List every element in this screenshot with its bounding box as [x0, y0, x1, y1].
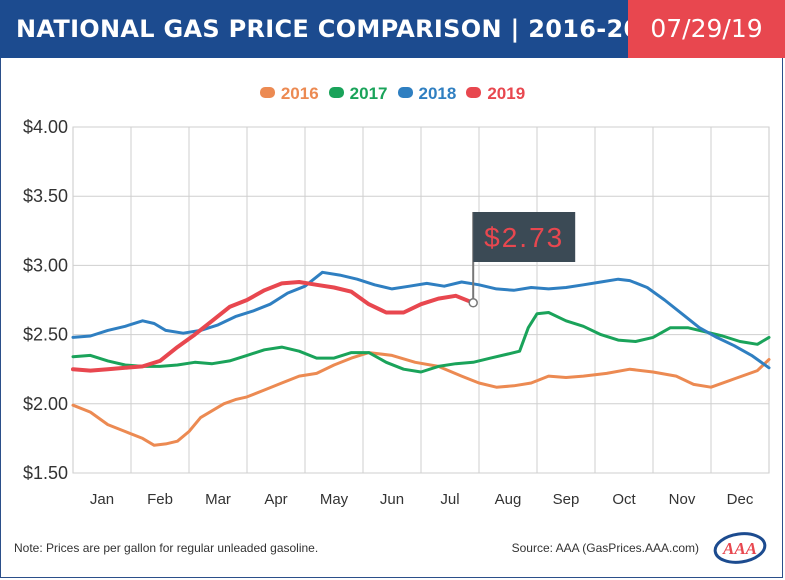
x-tick-label: Apr [264, 491, 287, 508]
y-tick-label: $3.00 [23, 255, 68, 275]
legend-swatch-2018 [397, 87, 413, 98]
series-line-2019 [71, 280, 476, 373]
x-tick-label: Sep [553, 491, 580, 508]
series-line-2017 [71, 311, 771, 374]
x-tick-label: Jun [380, 491, 404, 508]
x-tick-label: May [320, 491, 349, 508]
series-line-2018 [71, 270, 771, 370]
x-tick-label: Nov [669, 491, 696, 508]
aaa-logo: AAA [713, 532, 767, 564]
date-badge: 07/29/19 [628, 0, 785, 58]
legend-label-2019: 2019 [487, 84, 526, 103]
legend: 2016 2017 2018 2019 [0, 84, 785, 110]
legend-label-2016: 2016 [280, 84, 319, 103]
legend-swatch-2019 [466, 87, 482, 98]
annotation-flag [473, 212, 576, 262]
legend-item-2017: 2017 [328, 84, 388, 104]
x-tick-label: Jul [440, 491, 459, 508]
chart-title: NATIONAL GAS PRICE COMPARISON | 2016-201… [0, 0, 628, 58]
x-tick-label: Mar [205, 491, 231, 508]
y-tick-label: $4.00 [23, 117, 68, 137]
legend-swatch-2017 [328, 87, 344, 98]
y-tick-label: $2.00 [23, 394, 68, 414]
y-tick-label: $3.50 [23, 186, 68, 206]
y-tick-label: $2.50 [23, 325, 68, 345]
x-tick-label: Oct [612, 491, 636, 508]
x-tick-label: Dec [727, 491, 754, 508]
x-tick-label: Feb [147, 491, 173, 508]
legend-item-2016: 2016 [259, 84, 319, 104]
x-tick-label: Jan [90, 491, 114, 508]
legend-swatch-2016 [259, 87, 275, 98]
footer-source: Source: AAA (GasPrices.AAA.com) [511, 541, 699, 555]
annotation-label: $2.73 [484, 222, 564, 253]
annotation-point [468, 298, 478, 308]
header: NATIONAL GAS PRICE COMPARISON | 2016-201… [0, 0, 785, 58]
x-tick-label: Aug [495, 491, 522, 508]
footer-note: Note: Prices are per gallon for regular … [14, 541, 319, 555]
legend-item-2019: 2019 [466, 84, 525, 104]
legend-item-2018: 2018 [397, 84, 457, 104]
legend-label-2017: 2017 [349, 84, 388, 103]
y-tick-label: $1.50 [23, 463, 68, 483]
aaa-logo-text: AAA [722, 539, 757, 558]
legend-label-2018: 2018 [418, 84, 457, 103]
